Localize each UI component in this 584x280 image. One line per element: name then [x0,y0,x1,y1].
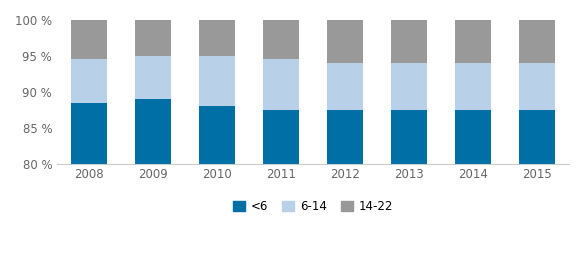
Bar [199,106,235,164]
Bar [135,99,171,164]
Bar [519,20,555,63]
Bar [328,63,363,110]
Bar [199,56,235,106]
Bar [71,102,107,164]
Bar [135,56,171,99]
Bar [519,110,555,164]
Bar [391,20,426,63]
Bar [391,63,426,110]
Bar [328,20,363,63]
Bar [519,63,555,110]
Bar [135,20,171,56]
Bar [328,110,363,164]
Bar [456,20,491,63]
Legend: <6, 6-14, 14-22: <6, 6-14, 14-22 [228,195,398,218]
Bar [71,59,107,102]
Bar [71,20,107,59]
Bar [391,110,426,164]
Bar [263,59,298,110]
Bar [263,20,298,59]
Bar [199,20,235,56]
Bar [263,110,298,164]
Bar [456,110,491,164]
Bar [456,63,491,110]
